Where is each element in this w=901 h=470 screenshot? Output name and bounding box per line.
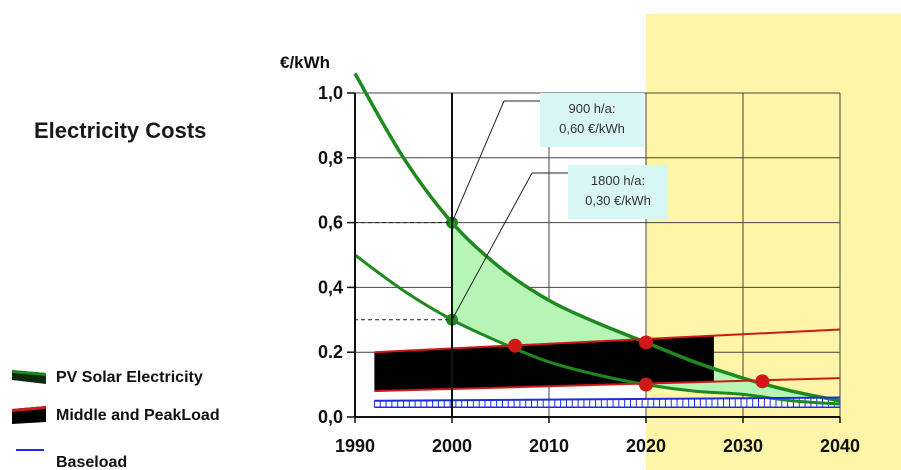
annotation-text: 900 h/a: <box>569 101 616 116</box>
middle-peak-marker <box>508 338 523 353</box>
x-tick-label: 1990 <box>335 436 375 456</box>
legend-swatch-pv-solar-accent <box>12 370 46 376</box>
legend: PV Solar Electricity Middle and PeakLoad… <box>12 369 220 470</box>
y-tick-labels: 0,0 0.2 0,4 0,6 0,8 1,0 <box>318 83 355 427</box>
y-tick-label: 0.2 <box>318 342 343 362</box>
annotation-text: 0,60 €/kWh <box>559 121 625 136</box>
y-tick-label: 0,6 <box>318 213 343 233</box>
legend-label-pv-solar: PV Solar Electricity <box>56 369 203 386</box>
x-tick-label: 2040 <box>820 436 860 456</box>
legend-label-baseload: Baseload <box>56 454 127 470</box>
plot-area <box>713 14 901 374</box>
axes <box>354 93 840 418</box>
y-axis-unit-label: €/kWh <box>280 53 330 72</box>
middle-peak-marker <box>755 374 770 389</box>
middle-peak-marker <box>639 335 653 350</box>
annotation-box <box>568 165 668 219</box>
middle-peak-marker <box>639 377 653 392</box>
legend-item-middle-peak: Middle and PeakLoad <box>12 406 220 424</box>
legend-label-middle-peak: Middle and PeakLoad <box>56 407 220 424</box>
middle-peak-cost-band <box>374 335 714 392</box>
y-tick-label: 0,0 <box>318 407 343 427</box>
y-tick-label: 0,4 <box>318 277 343 297</box>
annotation-text: 0,30 €/kWh <box>585 193 651 208</box>
x-tick-label: 2010 <box>529 436 569 456</box>
data-markers <box>446 216 770 392</box>
future-highlight-upper <box>713 14 901 374</box>
x-tick-label: 2030 <box>723 436 763 456</box>
pv-solar-lower-line <box>354 253 841 406</box>
chart-title: Electricity Costs <box>34 118 206 143</box>
annotation-text: 1800 h/a: <box>591 173 645 188</box>
y-tick-label: 1,0 <box>318 83 343 103</box>
annotation-box <box>540 93 644 147</box>
x-tick-label: 2000 <box>432 436 472 456</box>
legend-swatch-middle-peak-accent <box>12 406 46 412</box>
x-tick-label: 2020 <box>626 436 666 456</box>
y-tick-label: 0,8 <box>318 148 343 168</box>
annotations: 900 h/a: 0,60 €/kWh 1800 h/a: 0,30 €/kWh <box>354 93 668 417</box>
legend-item-pv-solar: PV Solar Electricity <box>12 369 203 386</box>
annotation-leader-line <box>451 100 505 223</box>
legend-item-baseload: Baseload <box>16 449 127 470</box>
annotation-leader-line <box>451 172 533 321</box>
x-tick-labels: 1990 2000 2010 2020 2030 2040 <box>335 417 860 456</box>
